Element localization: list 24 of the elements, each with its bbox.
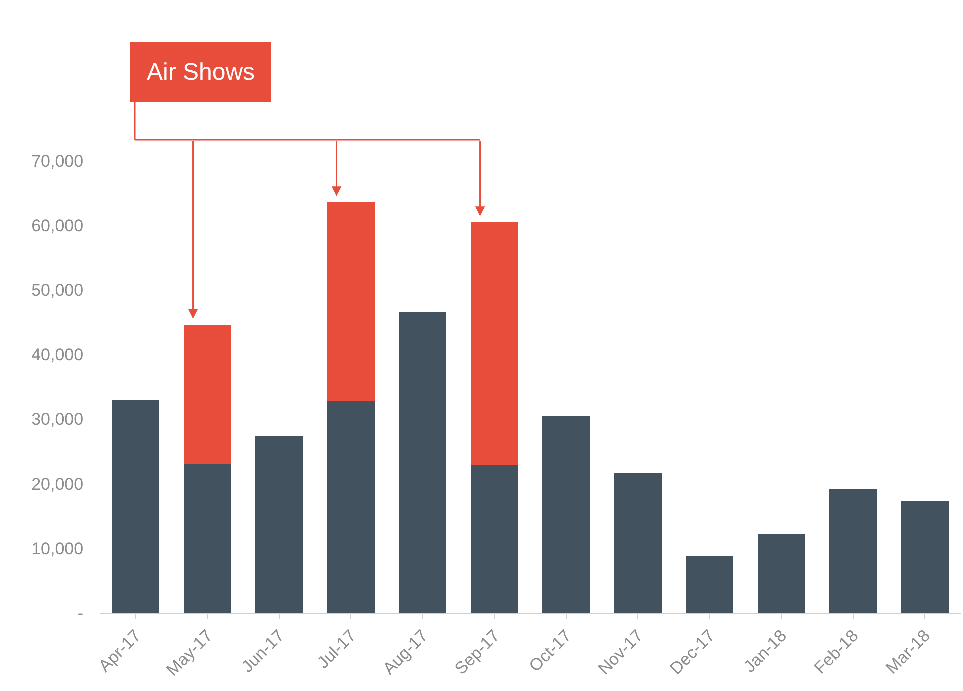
bar (256, 436, 304, 613)
y-tick-label: 10,000 (32, 539, 84, 558)
text: Air Shows (147, 59, 256, 86)
y-tick-label: 70,000 (32, 152, 84, 171)
bar (184, 464, 232, 613)
bar (470, 465, 518, 613)
bar (901, 501, 949, 613)
bar (614, 472, 662, 613)
y-tick-label: 30,000 (32, 410, 84, 430)
bar (327, 202, 375, 402)
y-tick-label: 60,000 (32, 216, 84, 236)
y-tick-label: 20,000 (32, 474, 84, 494)
y-tick-label: - (78, 604, 84, 623)
bar (830, 489, 878, 613)
y-tick-label: 40,000 (32, 346, 84, 365)
y-tick-label: 50,000 (32, 281, 84, 300)
bar (470, 222, 518, 466)
bar (542, 416, 590, 613)
bar (184, 325, 232, 464)
bar (758, 534, 806, 613)
bar (399, 312, 447, 613)
bar (327, 401, 375, 613)
bar (112, 400, 160, 613)
bar (686, 556, 734, 613)
